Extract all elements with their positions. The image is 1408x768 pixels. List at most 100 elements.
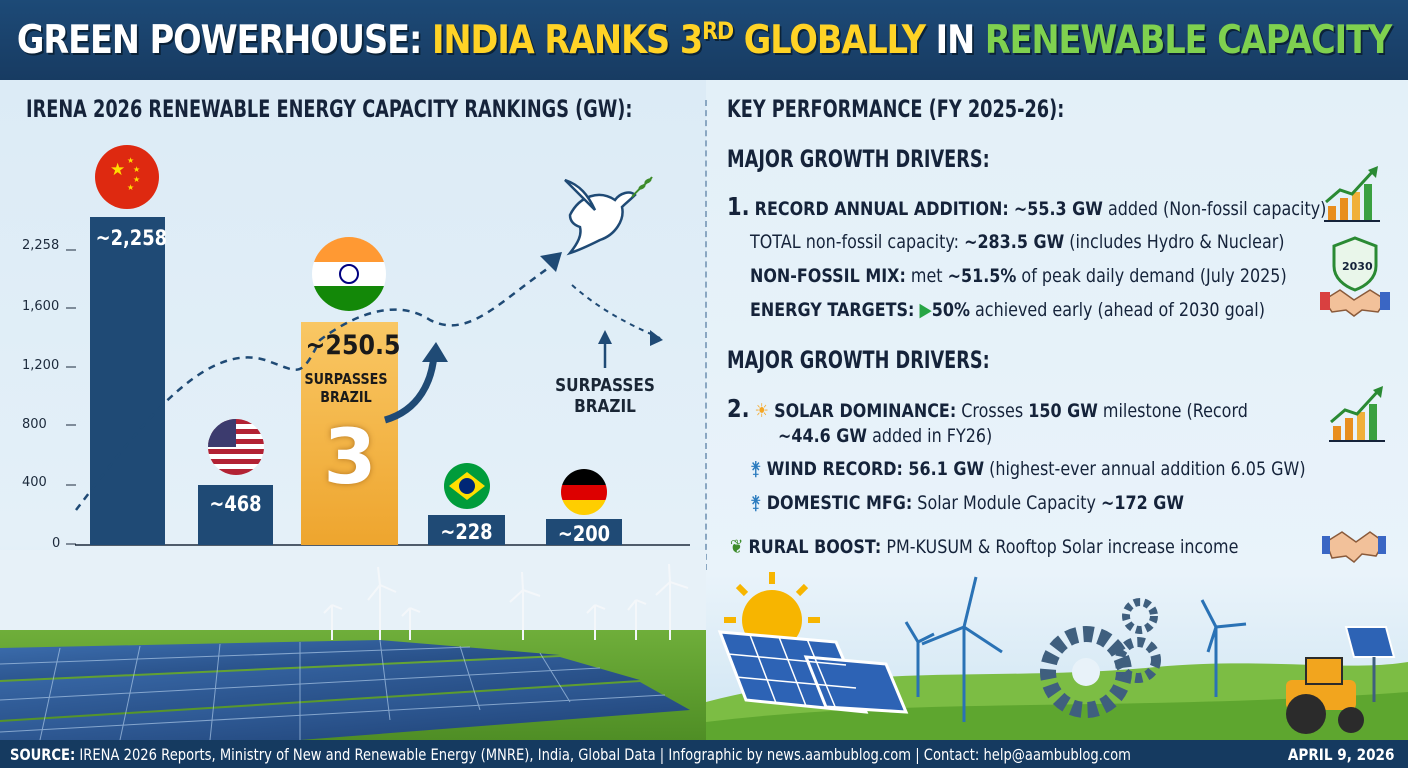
performance-title: KEY PERFORMANCE (FY 2025-26): (727, 95, 1065, 123)
record-addition-line: 1. RECORD ANNUAL ADDITION: ~55.3 GW adde… (727, 192, 1326, 221)
surpasses-brazil-note: SURPASSES BRAZIL (555, 375, 655, 417)
wind-turbines-right (904, 576, 1247, 722)
india-flag-icon (312, 237, 386, 311)
y-tick-1200: 1,200 (22, 358, 60, 373)
title-part-3: GLOBALLY (733, 17, 936, 63)
growth-drivers-title-1: MAJOR GROWTH DRIVERS: (727, 145, 990, 173)
solar-pre: Crosses (956, 400, 1029, 422)
wind-turbine-icon: ⚵ (750, 458, 762, 480)
source-text: IRENA 2026 Reports, Ministry of New and … (75, 745, 1131, 764)
svg-text:★: ★ (133, 175, 140, 184)
trend-line (75, 258, 561, 511)
growth-chart-icon (1324, 166, 1380, 222)
y-tick-1600: 1,600 (22, 299, 60, 314)
solar-value: 150 GW (1028, 400, 1098, 422)
rankings-chart: ★ ★ ★ ★ ★ (0, 145, 706, 740)
y-tick-800: 800 (22, 417, 47, 432)
target-value: 50% (931, 299, 970, 321)
brazil-flag-icon (444, 463, 490, 509)
renewables-illustration (706, 572, 1408, 740)
y-tick-2258: 2,258 (22, 238, 60, 253)
bar-label-usa: ~468 (209, 492, 262, 516)
solar-rest: milestone (Record (1097, 400, 1248, 422)
india-curved-arrow (383, 354, 438, 424)
svg-text:★: ★ (133, 165, 140, 174)
mfg-value: ~172 GW (1100, 492, 1184, 514)
target-rest: achieved early (ahead of 2030 goal) (969, 299, 1265, 321)
wind-rest: (highest-ever annual addition 6.05 GW) (984, 458, 1306, 480)
mix-label: NON-FOSSIL MIX: (750, 265, 906, 287)
bar-usa (198, 485, 273, 545)
solar-panel-rows (0, 639, 690, 740)
performance-panel (706, 80, 1408, 740)
svg-text:★: ★ (127, 183, 134, 192)
title-part-5: RENEWABLE CAPACITY (984, 17, 1392, 63)
total-value: ~283.5 GW (964, 231, 1065, 253)
gears-icon (1040, 598, 1161, 718)
growth-chart-icon-2 (1329, 386, 1385, 442)
trend-arrowhead (540, 252, 562, 272)
mix-pre: met (905, 265, 948, 287)
footer-date: APRIL 9, 2026 (1287, 745, 1394, 764)
bar-label-china: ~2,258 (95, 226, 168, 250)
solar-panel-illustration (717, 630, 909, 714)
handshake-icon (1322, 531, 1386, 563)
solar-dominance-line: 2. ☀ SOLAR DOMINANCE: Crosses 150 GW mil… (727, 394, 1248, 423)
footer-bar: SOURCE: IRENA 2026 Reports, Ministry of … (0, 740, 1408, 768)
bar-india (301, 322, 398, 545)
rural-rest: PM-KUSUM & Rooftop Solar increase income (881, 536, 1239, 558)
source-label: SOURCE: (10, 745, 76, 764)
growth-drivers-title-2: MAJOR GROWTH DRIVERS: (727, 346, 990, 374)
non-fossil-mix-line: NON-FOSSIL MIX: met ~51.5% of peak daily… (750, 265, 1287, 287)
solar-label: SOLAR DOMINANCE: (774, 400, 957, 422)
bar-label-india: ~250.5 (305, 330, 401, 361)
panel-divider (705, 100, 707, 570)
energy-targets-line: ENERGY TARGETS: ▶50% achieved early (ahe… (750, 299, 1265, 321)
landscape (0, 550, 706, 740)
play-triangle-icon: ▶ (919, 299, 932, 321)
total-rest: (includes Hydro & Nuclear) (1064, 231, 1285, 253)
wind-turbine-small-icon: ⚵ (750, 492, 762, 514)
rankings-title: IRENA 2026 RENEWABLE ENERGY CAPACITY RAN… (26, 95, 633, 123)
india-surpasses-label: SURPASSES BRAZIL (304, 370, 388, 406)
trend-line-right (571, 284, 661, 339)
wind-turbines-left (323, 563, 689, 640)
y-tick-400: 400 (22, 475, 47, 490)
title-part-2: INDIA RANKS 3 (431, 17, 703, 63)
title-superscript: RD (702, 16, 734, 45)
badge-2030-text: 2030 (1342, 260, 1373, 273)
item1-label: RECORD ANNUAL ADDITION: (754, 198, 1009, 220)
bar-brazil (428, 515, 505, 545)
page-title: GREEN POWERHOUSE: INDIA RANKS 3RD GLOBAL… (16, 16, 1392, 63)
rural-boost-line: ❦ RURAL BOOST: PM-KUSUM & Rooftop Solar … (730, 536, 1238, 558)
china-flag-icon: ★ ★ ★ ★ ★ (95, 145, 159, 209)
bar-china (90, 217, 165, 545)
header-banner: GREEN POWERHOUSE: INDIA RANKS 3RD GLOBAL… (0, 0, 1408, 80)
handshake-2030-icon: 2030 (1320, 236, 1390, 317)
title-part-4: IN (935, 17, 985, 63)
title-part-1: GREEN POWERHOUSE: (16, 17, 432, 63)
sun-icon: ☀ (754, 400, 769, 422)
item2-number: 2. (727, 394, 750, 423)
item1-rest: added (Non-fossil capacity) (1107, 198, 1327, 220)
rural-label: RURAL BOOST: (748, 536, 882, 558)
wind-label: WIND RECORD: 56.1 GW (766, 458, 985, 480)
wind-record-line: ⚵ WIND RECORD: 56.1 GW (highest-ever ann… (750, 458, 1306, 480)
tractor-icon (1286, 657, 1364, 734)
svg-text:★: ★ (110, 160, 125, 180)
mfg-pre: Solar Module Capacity (912, 492, 1101, 514)
target-label: ENERGY TARGETS: (750, 299, 915, 321)
usa-flag-icon (208, 419, 264, 475)
bar-label-germany: ~200 (557, 522, 611, 546)
dove-icon (564, 176, 653, 256)
y-axis (66, 249, 76, 545)
domestic-mfg-line: ⚵ DOMESTIC MFG: Solar Module Capacity ~1… (750, 492, 1184, 514)
item1-number: 1. (727, 192, 750, 221)
mix-value: ~51.5% (947, 265, 1017, 287)
footer-source: SOURCE: IRENA 2026 Reports, Ministry of … (10, 745, 1131, 764)
svg-text:★: ★ (127, 156, 134, 165)
mfg-label: DOMESTIC MFG: (766, 492, 913, 514)
rooftop-solar-icon (1344, 626, 1396, 702)
solar-dominance-line-2: ~44.6 GW added in FY26) (778, 425, 992, 447)
plant-hand-icon: ❦ (730, 536, 744, 558)
